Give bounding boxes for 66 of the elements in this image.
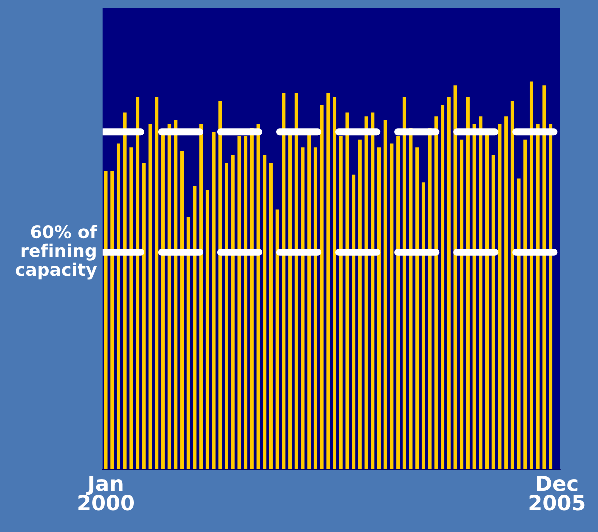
bar [136, 97, 140, 470]
bar [371, 112, 375, 470]
bar [549, 124, 553, 470]
bar [422, 182, 426, 470]
bar [492, 155, 496, 470]
bar [498, 124, 502, 470]
bar [402, 97, 406, 470]
bar [168, 124, 172, 470]
bar [231, 155, 235, 470]
bar [200, 124, 204, 470]
bar [447, 97, 451, 470]
bar [517, 178, 521, 470]
bar [384, 120, 388, 470]
bar [536, 124, 540, 470]
bar [238, 136, 242, 470]
bar [206, 190, 210, 470]
bar [276, 210, 280, 470]
bar [542, 86, 546, 470]
bar [148, 124, 152, 470]
bar [186, 218, 190, 470]
bar [472, 124, 476, 470]
bar [193, 186, 197, 470]
bar [346, 112, 350, 470]
bar [460, 140, 464, 470]
bar [269, 163, 273, 470]
x-tick-label: Dec 2005 [530, 476, 585, 511]
bar [454, 86, 458, 470]
bar [377, 148, 381, 470]
bar [416, 148, 420, 470]
bar [333, 97, 337, 470]
bar [180, 152, 184, 470]
bar [364, 116, 368, 470]
bar [123, 112, 127, 470]
bar [155, 97, 159, 470]
bar [441, 104, 445, 470]
bar [225, 163, 228, 470]
bar [466, 97, 470, 470]
bar [510, 101, 514, 470]
bar [294, 93, 298, 470]
bar [116, 144, 120, 470]
x-tick-label: Jan 2000 [78, 476, 134, 511]
bar [142, 163, 146, 470]
bar [174, 120, 178, 470]
bar [434, 116, 438, 470]
bar [352, 174, 356, 470]
bar [130, 148, 134, 470]
bar [314, 148, 318, 470]
bar [358, 140, 362, 470]
bar [104, 170, 108, 470]
bar [390, 144, 394, 470]
ref-line-label: 60% of refining capacity [16, 225, 98, 280]
bar [504, 116, 508, 470]
bar [110, 170, 114, 470]
bar [256, 124, 260, 470]
bar [524, 140, 528, 470]
bar [339, 136, 343, 470]
bar [326, 93, 330, 470]
bar [320, 104, 324, 470]
bar [396, 136, 400, 470]
bar [263, 155, 267, 470]
bar [530, 82, 534, 470]
bar [212, 132, 216, 470]
bar [218, 101, 222, 470]
bar [282, 93, 286, 470]
bar [244, 136, 248, 470]
bar [479, 116, 483, 470]
